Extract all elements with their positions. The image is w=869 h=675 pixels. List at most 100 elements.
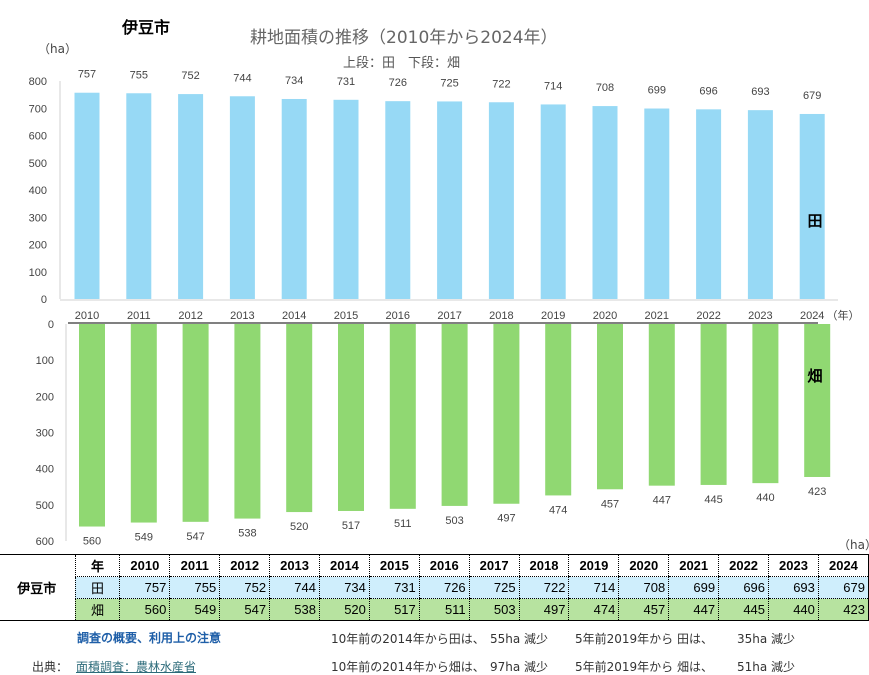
table-cell: 440: [768, 598, 819, 621]
top-y-tick-label: 800: [29, 76, 47, 88]
table-cell: 755: [169, 576, 220, 599]
field-bar: [130, 324, 157, 523]
rice-data-label: 725: [440, 77, 458, 89]
x-tick-label: 2017: [437, 310, 461, 322]
rice-data-label: 734: [285, 75, 303, 87]
table-cell: 734: [319, 576, 370, 599]
x-tick-label: 2024: [800, 310, 824, 322]
field-bar: [79, 324, 105, 527]
rice-data-label: 693: [751, 86, 769, 98]
rice-bar: [799, 113, 825, 299]
table-row-field: 畑 560 549 547 538 520 517 511 503 497 474 457 447 44…: [0, 598, 869, 621]
field-bar: [597, 324, 623, 490]
field-data-label: 445: [704, 494, 722, 506]
rice-data-label: 755: [130, 69, 148, 81]
x-tick-label: 2020: [593, 310, 617, 322]
bottom-y-axis-unit: （ha）: [838, 538, 869, 552]
survey-notes-link[interactable]: 調査の概要、利用上の注意: [77, 631, 222, 645]
x-axis-unit: （年）: [827, 308, 860, 322]
rice-data-label: 708: [596, 82, 614, 94]
data-table: 伊豆市 年 2010 2011 2012 2013 2014 2015 2016 2017 20…: [0, 554, 869, 621]
field-data-label: 440: [756, 492, 774, 504]
table-cell: 696: [718, 576, 769, 599]
field-data-label: 549: [135, 532, 153, 544]
source-link[interactable]: 面積調査：農林水産省: [76, 660, 197, 674]
field-5y-value: 51ha 減少: [737, 660, 796, 674]
field-data-label: 511: [394, 518, 412, 530]
field-bar: [804, 324, 831, 477]
field-bar: [545, 324, 572, 496]
rice-data-label: 679: [803, 90, 821, 102]
rice-bar: [281, 98, 307, 299]
x-tick-label: 2010: [75, 310, 99, 322]
table-cell: 708: [618, 576, 669, 599]
table-header-year: 2016: [418, 554, 470, 577]
table-header-year: 2011: [169, 554, 220, 577]
table-header-label: 年: [74, 554, 120, 577]
rice-bar: [178, 94, 204, 299]
rice-bar: [592, 106, 618, 299]
table-cell: 714: [568, 576, 619, 599]
rice-10y-value: 55ha 減少: [490, 632, 549, 646]
field-data-label: 547: [186, 531, 204, 543]
field-data-label: 538: [238, 528, 256, 540]
city-title: 伊豆市: [122, 18, 171, 37]
table-header-year: 2024: [817, 554, 869, 577]
rice-data-label: 726: [389, 77, 407, 89]
y-axis-unit: （ha）: [38, 42, 77, 56]
x-tick-label: 2023: [748, 310, 772, 322]
rice-data-label: 722: [492, 78, 510, 90]
field-data-label: 503: [445, 515, 463, 527]
rice-data-label: 696: [699, 85, 717, 97]
bottom-y-tick-label: 0: [48, 319, 54, 331]
bar-chart: 0 100 200 300 400 500 600 700 800 757 2010 755 2011 7…: [29, 69, 860, 548]
x-tick-label: 2013: [230, 310, 254, 322]
rice-data-label: 731: [337, 76, 355, 88]
rice-bar: [488, 102, 514, 299]
table-cell: 517: [368, 598, 420, 621]
bottom-y-tick-label: 100: [36, 355, 54, 367]
top-y-tick-label: 400: [29, 185, 47, 197]
row-label: 田: [74, 576, 120, 599]
table-header-year: 2015: [368, 554, 420, 577]
field-data-label: 474: [549, 504, 567, 516]
field-10y-text: 10年前の2014年から畑は、: [331, 660, 485, 674]
table-cell: 722: [518, 576, 569, 599]
top-y-tick-label: 600: [29, 131, 47, 143]
x-tick-label: 2018: [489, 310, 513, 322]
table-header-year: 2018: [518, 554, 569, 577]
table-cell: 549: [169, 598, 220, 621]
rice-10y-text: 10年前の2014年から田は、: [331, 632, 485, 646]
table-city: 伊豆市: [0, 554, 76, 621]
rice-bar: [333, 99, 359, 300]
field-bar: [389, 324, 416, 509]
table-cell: 520: [319, 598, 370, 621]
table-cell: 423: [817, 598, 869, 621]
bottom-y-tick-label: 200: [36, 391, 54, 403]
rice-bar: [74, 92, 100, 299]
bottom-y-tick-label: 400: [36, 464, 54, 476]
row-label: 畑: [74, 598, 120, 621]
bottom-y-tick-label: 500: [36, 500, 54, 512]
rice-5y-text: 5年前2019年から 田は、: [575, 632, 713, 646]
table-cell: 511: [418, 598, 470, 621]
field-bar: [234, 324, 261, 519]
table-cell: 725: [468, 576, 520, 599]
rice-data-label: 744: [233, 72, 251, 84]
field-bar: [286, 324, 313, 513]
table-cell: 538: [269, 598, 320, 621]
chart-title: 耕地面積の推移（2010年から2024年）: [250, 28, 558, 48]
table-cell: 726: [418, 576, 470, 599]
rice-bar: [540, 104, 566, 299]
field-data-label: 560: [83, 536, 101, 548]
table-cell: 699: [668, 576, 719, 599]
rice-5y-value: 35ha 減少: [737, 632, 796, 646]
bottom-y-tick-label: 600: [36, 536, 54, 548]
field-bar: [493, 324, 520, 504]
table-header-year: 2013: [269, 554, 320, 577]
rice-bar: [126, 93, 152, 299]
rice-bar: [385, 101, 411, 299]
top-y-tick-label: 0: [41, 294, 47, 306]
top-y-tick-label: 300: [29, 212, 47, 224]
x-tick-label: 2014: [282, 310, 306, 322]
